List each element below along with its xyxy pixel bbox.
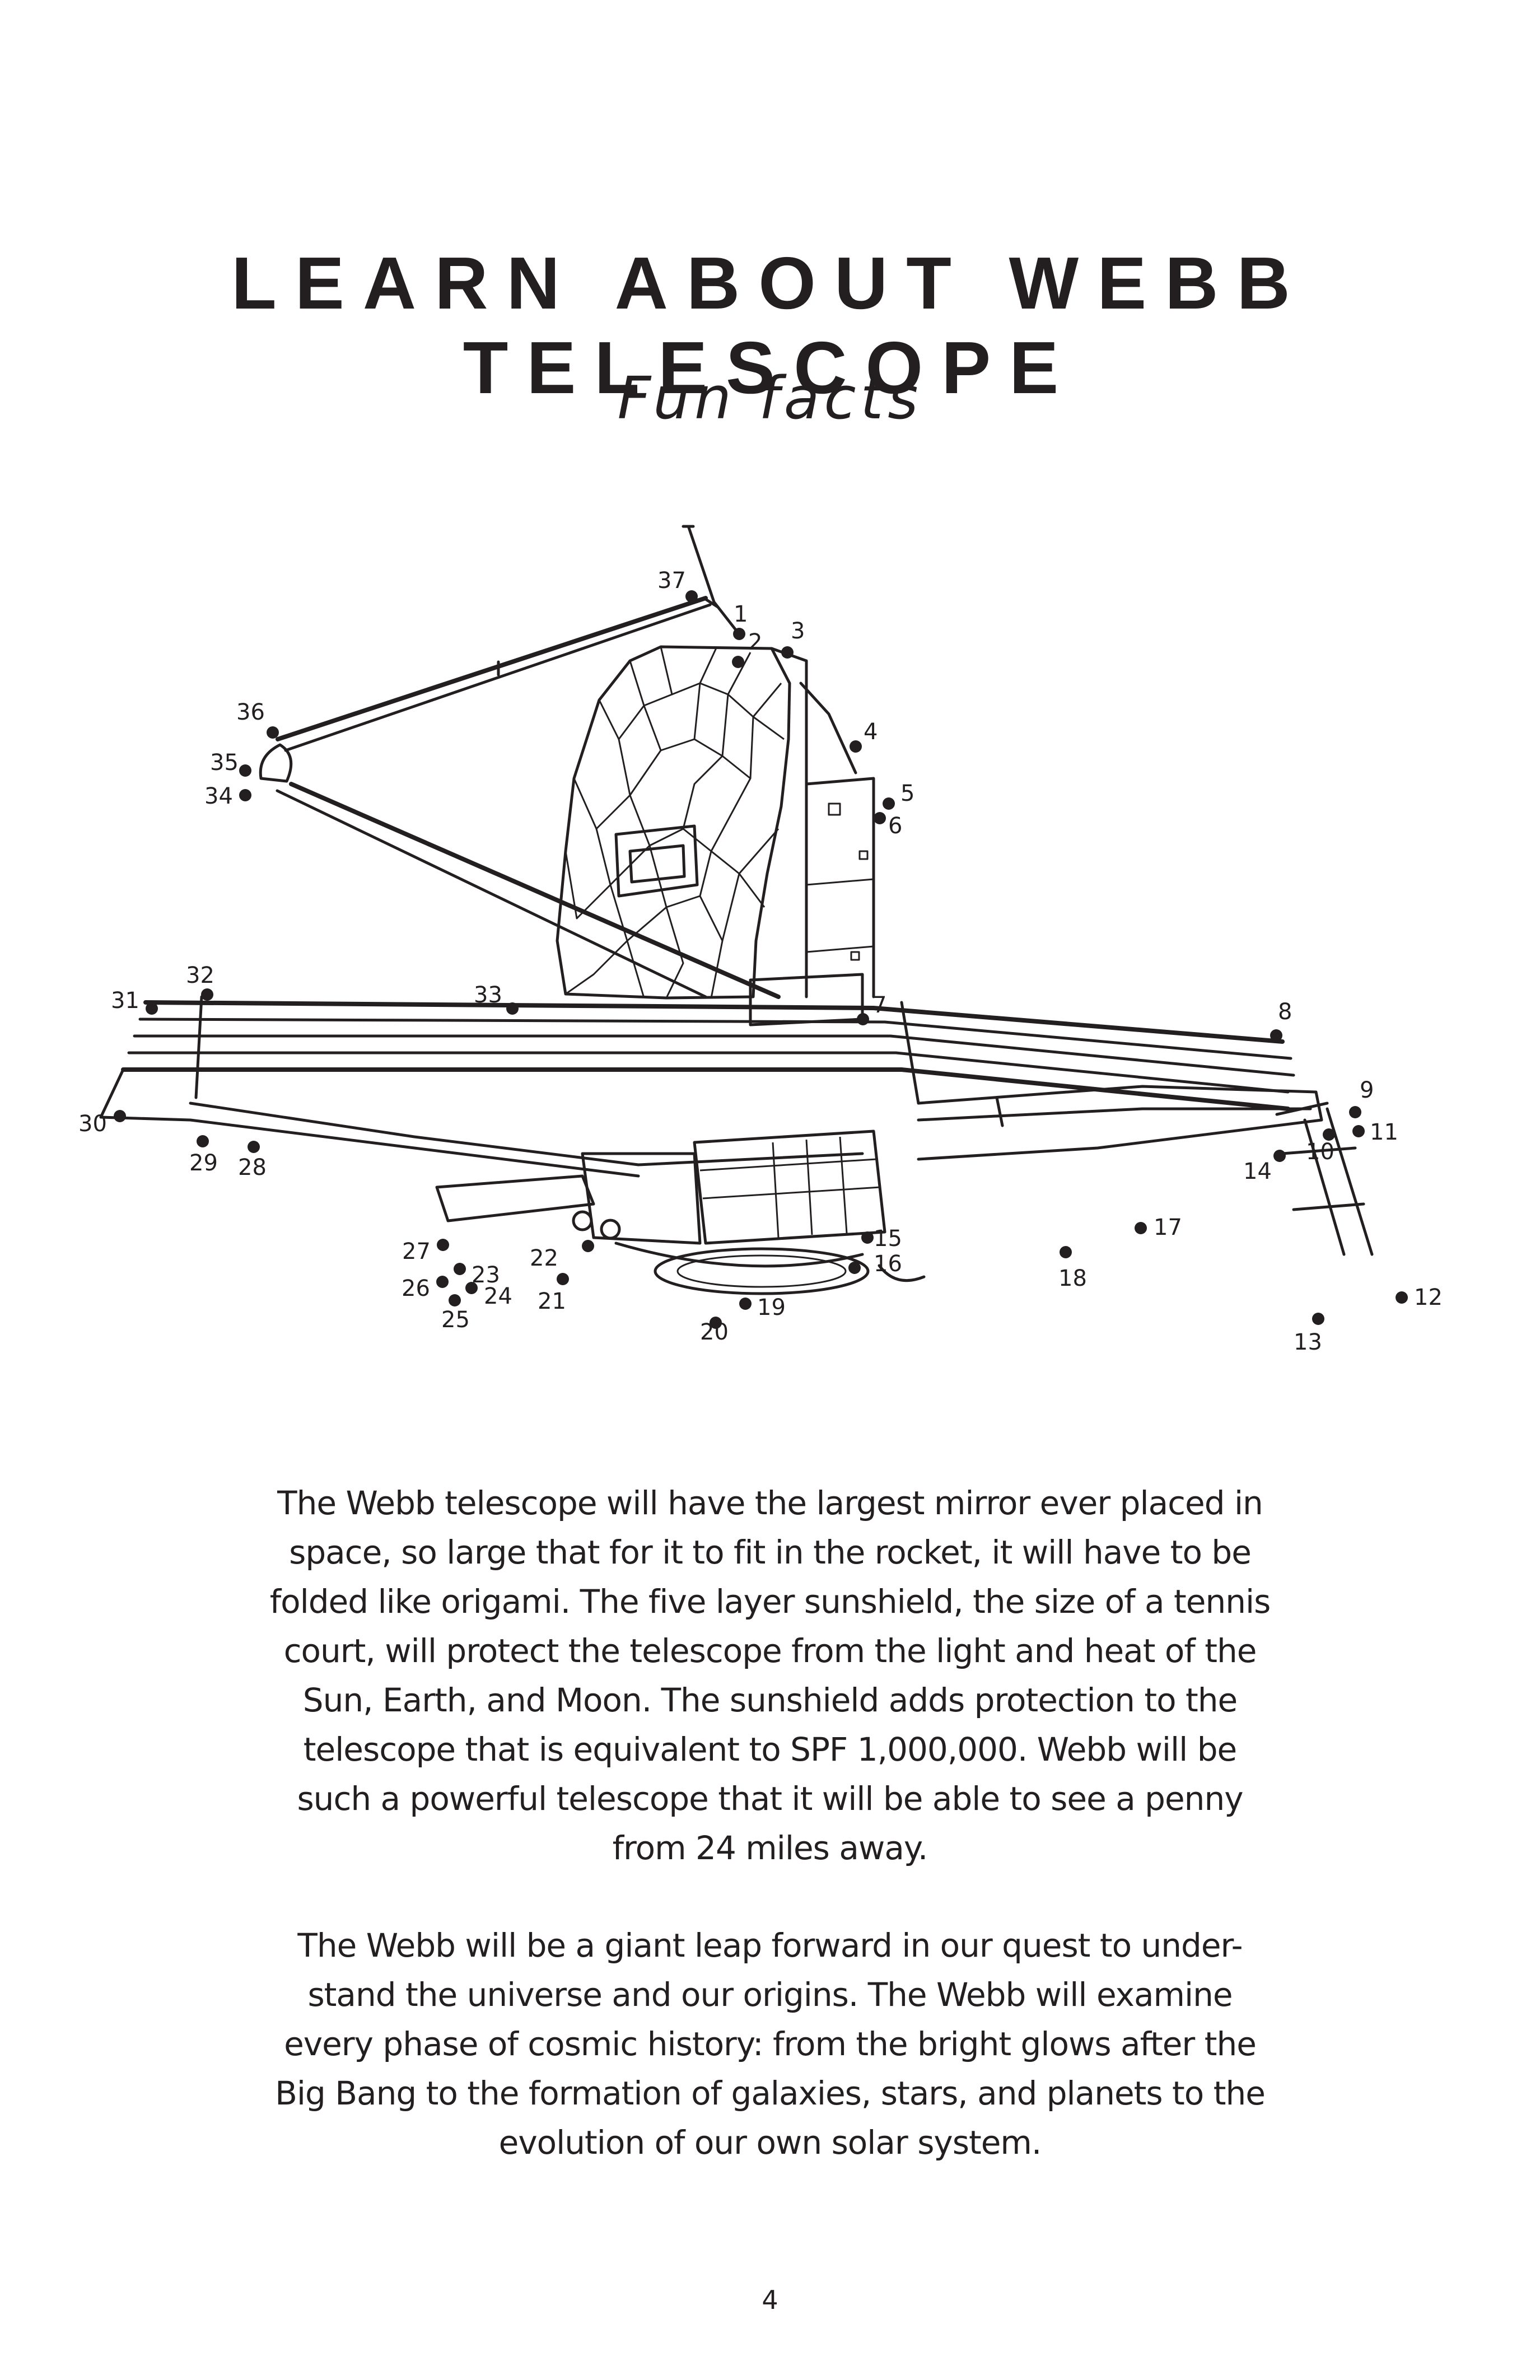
dot-label-3: 3	[791, 618, 805, 644]
text-line: court, will protect the telescope from t…	[283, 1632, 1257, 1670]
dot-label-23: 23	[472, 1262, 500, 1288]
dot-label-2: 2	[748, 629, 762, 655]
page-title: LEARN ABOUT WEBB TELESCOPE	[231, 242, 1309, 409]
dot-labels: 1 2 3 4 5 6 7 8 9 10 11	[78, 568, 1443, 1355]
telescope-icon: 1 2 3 4 5 6 7 8 9 10 11	[78, 525, 1443, 1355]
dot-label-30: 30	[78, 1111, 107, 1137]
text-line: telescope that is equivalent to SPF 1,00…	[303, 1730, 1237, 1768]
dot-label-28: 28	[238, 1155, 267, 1180]
dot-label-11: 11	[1370, 1119, 1398, 1145]
dot-label-37: 37	[657, 568, 686, 594]
dot-label-10: 10	[1306, 1139, 1334, 1165]
dot-label-32: 32	[186, 963, 214, 988]
text-line: Sun, Earth, and Moon. The sunshield adds…	[302, 1681, 1238, 1719]
dot-label-5: 5	[900, 781, 914, 806]
dot-label-34: 34	[204, 783, 233, 809]
text-line: such a powerful telescope that it will b…	[297, 1780, 1243, 1818]
fun-facts-paragraph-1: The Webb telescope will have the largest…	[213, 1478, 1327, 1873]
dot-label-17: 17	[1154, 1215, 1182, 1240]
text-line: stand the universe and our origins. The …	[307, 1976, 1233, 2014]
dot-label-20: 20	[700, 1319, 729, 1345]
text-line: The Webb telescope will have the largest…	[277, 1484, 1263, 1522]
dot-label-21: 21	[538, 1289, 566, 1314]
text-line: from 24 miles away.	[612, 1829, 928, 1867]
dot-label-31: 31	[111, 988, 139, 1014]
dot-label-25: 25	[441, 1307, 470, 1333]
dot-label-33: 33	[474, 982, 502, 1008]
page-subtitle: Fun facts	[617, 364, 923, 432]
dot-label-22: 22	[530, 1245, 558, 1271]
dot-label-26: 26	[402, 1276, 430, 1301]
text-line: folded like origami. The five layer suns…	[269, 1583, 1271, 1621]
telescope-line-art	[99, 525, 1374, 1295]
dot-label-4: 4	[864, 719, 878, 745]
text-line: every phase of cosmic history: from the …	[284, 2025, 1257, 2063]
dot-label-29: 29	[189, 1150, 218, 1176]
dot-label-9: 9	[1360, 1077, 1374, 1103]
text-line: The Webb will be a giant leap forward in…	[297, 1926, 1243, 1964]
fun-facts-paragraph-2: The Webb will be a giant leap forward in…	[213, 1921, 1327, 2167]
dot-label-7: 7	[872, 992, 886, 1018]
dot-label-36: 36	[236, 699, 265, 725]
dot-label-6: 6	[888, 813, 902, 839]
dot-label-12: 12	[1414, 1285, 1443, 1310]
dot-label-18: 18	[1058, 1266, 1087, 1291]
text-line: space, so large that for it to fit in th…	[289, 1533, 1252, 1571]
dot-label-13: 13	[1294, 1329, 1322, 1355]
dot-label-8: 8	[1278, 999, 1292, 1025]
text-line: Big Bang to the formation of galaxies, s…	[275, 2074, 1266, 2112]
dot-label-16: 16	[874, 1251, 902, 1277]
dot-label-14: 14	[1243, 1159, 1272, 1184]
dot-label-24: 24	[484, 1284, 512, 1309]
text-line: evolution of our own solar system.	[498, 2124, 1042, 2162]
dot-label-35: 35	[210, 750, 239, 776]
dot-label-1: 1	[734, 601, 748, 627]
dot-label-19: 19	[757, 1295, 786, 1320]
dot-label-27: 27	[402, 1239, 431, 1264]
dot-label-15: 15	[874, 1226, 902, 1252]
dot-to-dot-diagram: 1 2 3 4 5 6 7 8 9 10 11	[78, 515, 1462, 1389]
page-number: 4	[762, 2285, 778, 2315]
